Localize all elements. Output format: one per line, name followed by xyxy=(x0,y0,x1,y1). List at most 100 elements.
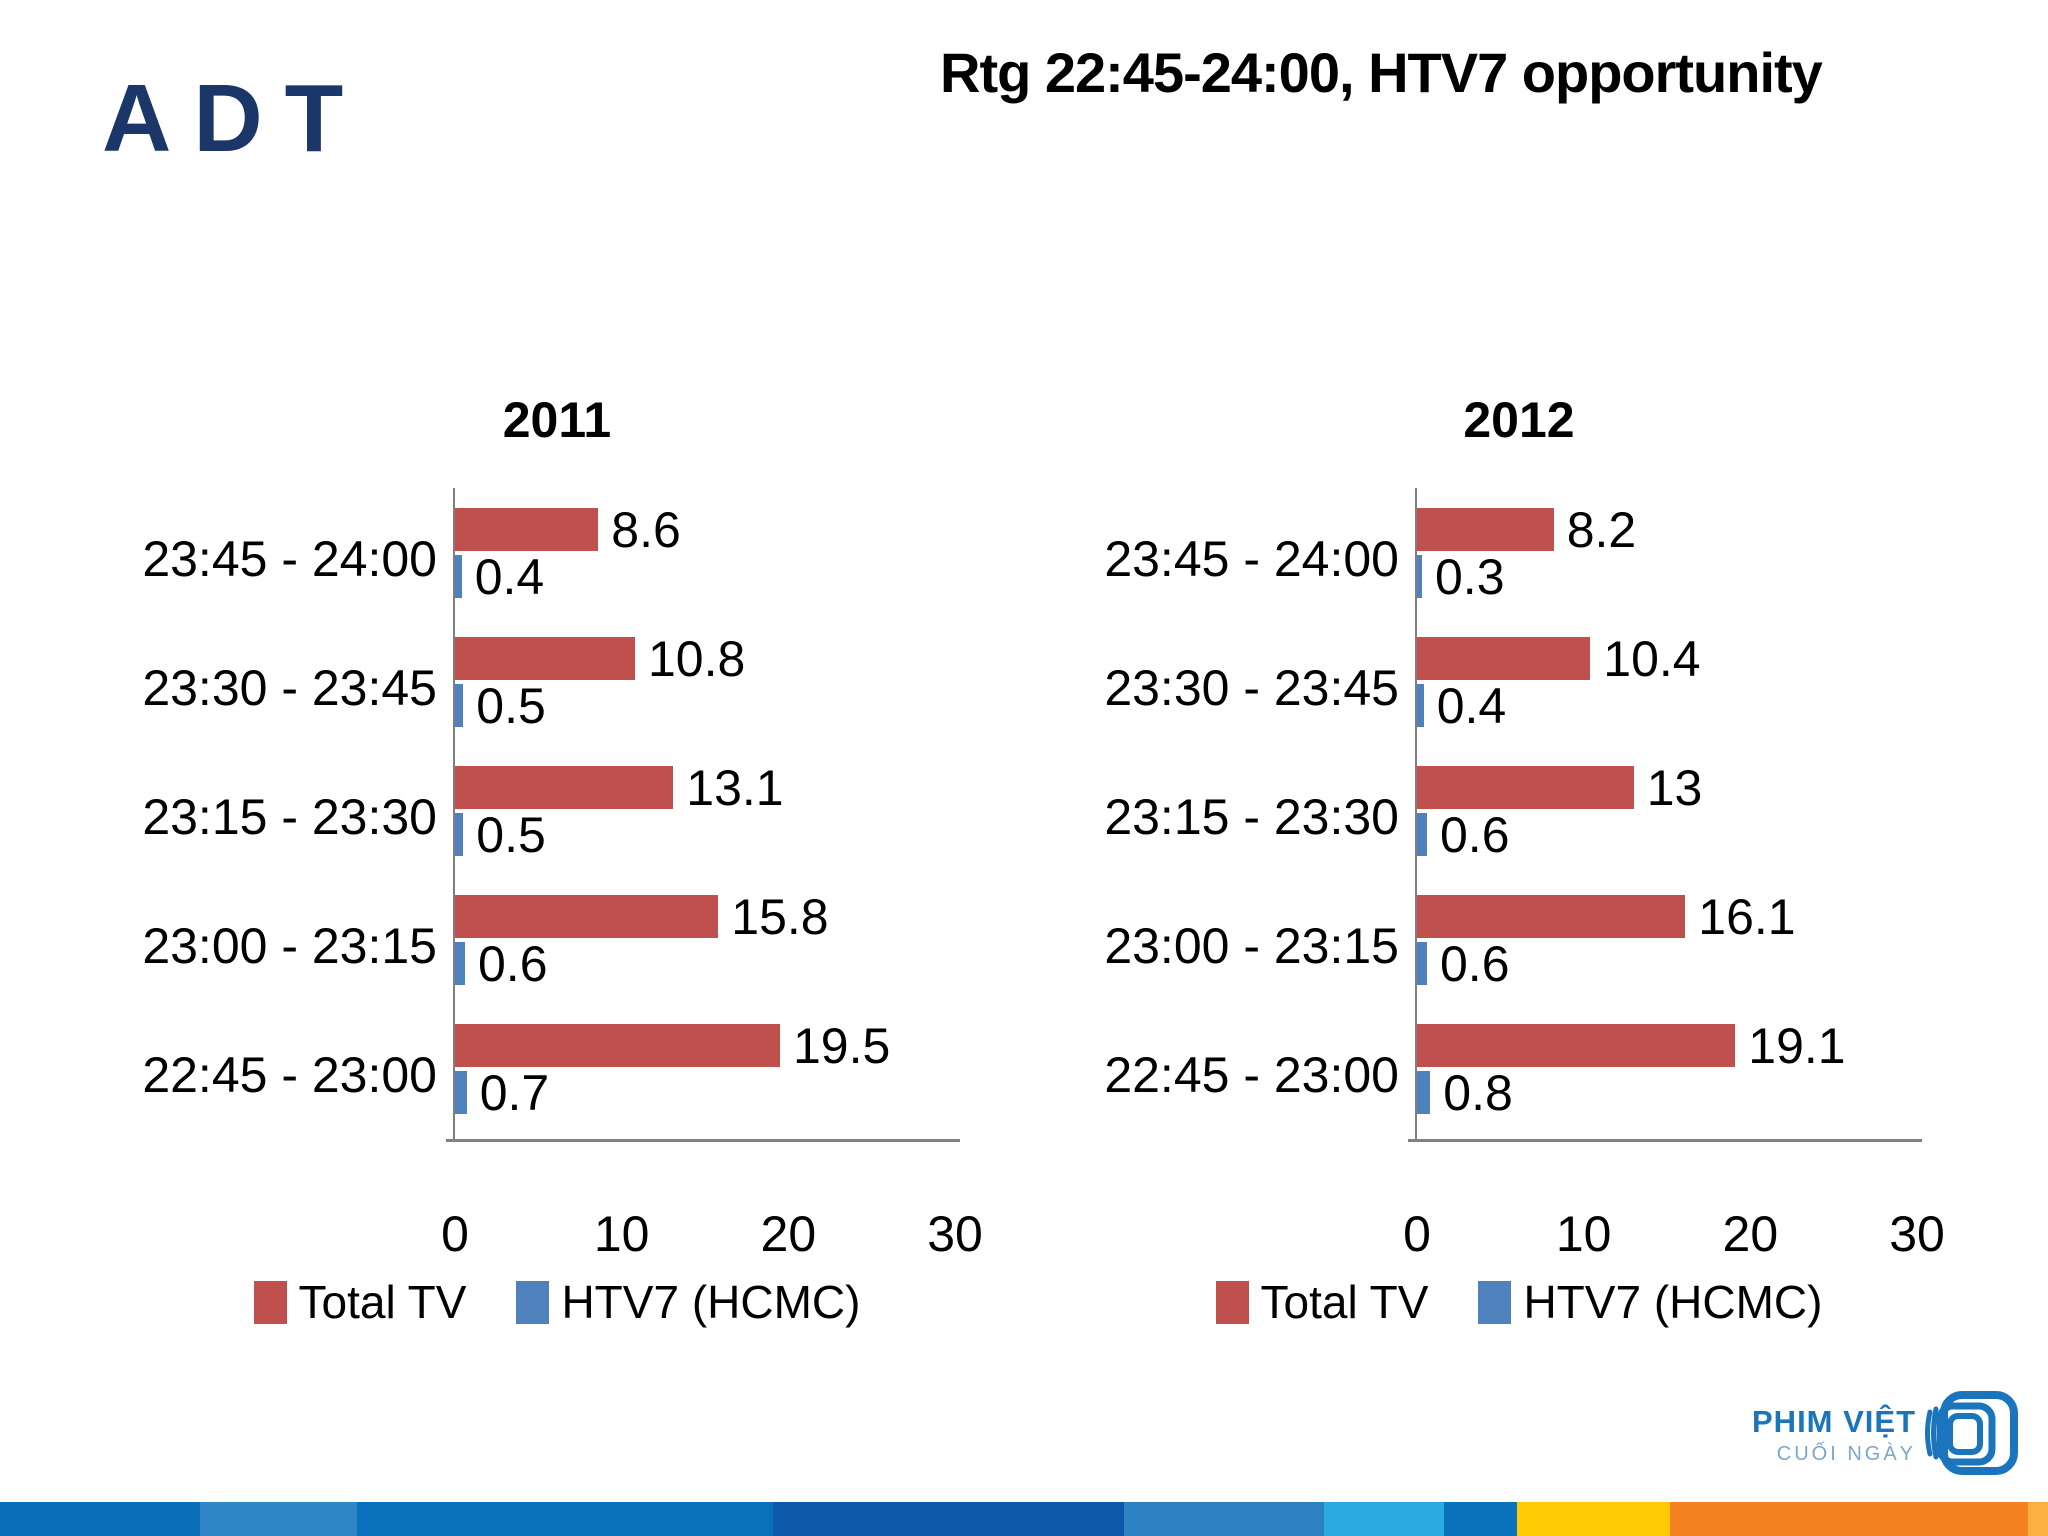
chart-plot-area: 23:45 - 24:00 23:30 - 23:45 23:15 - 23:30 2… xyxy=(1102,488,1936,1142)
page-title: Rtg 22:45-24:00, HTV7 opportunity xyxy=(940,41,1823,104)
bar-line: 0.4 xyxy=(455,552,955,602)
bar-line: 8.2 xyxy=(1417,505,1917,555)
data-label: 19.5 xyxy=(793,1017,891,1074)
x-tick: 30 xyxy=(1889,1206,1945,1262)
legend-label: Total TV xyxy=(298,1276,467,1328)
bar-total-tv xyxy=(1417,895,1686,938)
bar-line: 10.8 xyxy=(455,634,955,684)
data-label: 0.7 xyxy=(479,1064,550,1121)
bar-row: 8.6 0.4 xyxy=(455,494,955,623)
data-label: 15.8 xyxy=(731,888,829,945)
x-axis-ticks: 0 10 20 30 xyxy=(1403,1139,1945,1262)
bar-line: 0.5 xyxy=(455,681,955,731)
y-axis-line xyxy=(1415,488,1417,1141)
bar-line: 0.4 xyxy=(1417,681,1917,731)
legend-item: Total TV xyxy=(253,1275,467,1329)
data-label: 0.6 xyxy=(478,935,548,992)
x-tick: 0 xyxy=(1403,1206,1431,1262)
bar-row: 10.8 0.5 xyxy=(455,623,955,752)
bar-htv7 xyxy=(455,813,464,856)
data-label: 0.5 xyxy=(476,806,546,863)
bar-total-tv xyxy=(1417,508,1554,551)
bar-row: 13 0.6 xyxy=(1417,752,1917,881)
bar-line: 0.3 xyxy=(1417,552,1917,602)
stripe-segment xyxy=(0,1502,200,1536)
stripe-segment xyxy=(773,1502,1124,1536)
x-tick: 20 xyxy=(760,1206,817,1262)
legend-label: HTV7 (HCMC) xyxy=(561,1276,861,1328)
data-label: 10.4 xyxy=(1603,630,1701,687)
legend: Total TV HTV7 (HCMC) xyxy=(1102,1275,1936,1329)
bar-row: 13.1 0.5 xyxy=(455,752,955,881)
phim-viet-brand: PHIM VIỆT CUỐI NGÀY xyxy=(1752,1390,2019,1476)
footer-color-stripe xyxy=(0,1502,2048,1536)
legend-label: Total TV xyxy=(1260,1276,1429,1328)
category-label: 23:00 - 23:15 xyxy=(1104,917,1399,974)
bar-line: 13.1 xyxy=(455,763,955,813)
tv-icon xyxy=(1925,1391,2019,1475)
bar-line: 0.6 xyxy=(1417,939,1917,989)
bar-total-tv xyxy=(455,637,635,680)
bar-htv7 xyxy=(455,684,464,727)
plot: 8.6 0.4 10.8 0.5 13.1 0.5 15.8 0.6 19.5 0.7 xyxy=(446,488,960,1142)
bar-row: 16.1 0.6 xyxy=(1417,881,1917,1010)
bar-line: 19.1 xyxy=(1417,1021,1917,1071)
legend-swatch xyxy=(516,1280,550,1324)
x-axis-ticks: 0 10 20 30 xyxy=(441,1139,983,1262)
category-label: 22:45 - 23:00 xyxy=(142,1046,437,1103)
bar-line: 0.5 xyxy=(455,810,955,860)
chart-2012: 2012 23:45 - 24:00 23:30 - 23:45 23:15 - 23… xyxy=(1102,388,1945,1329)
bar-total-tv xyxy=(455,1024,780,1067)
data-label: 0.4 xyxy=(1436,677,1507,734)
legend: Total TV HTV7 (HCMC) xyxy=(140,1275,974,1329)
bar-row: 19.5 0.7 xyxy=(455,1010,955,1139)
bar-total-tv xyxy=(455,766,674,809)
data-label: 0.6 xyxy=(1440,806,1510,863)
data-label: 0.8 xyxy=(1443,1064,1513,1121)
stripe-segment xyxy=(1124,1502,1324,1536)
category-axis: 23:45 - 24:00 23:30 - 23:45 23:15 - 23:30 2… xyxy=(140,494,437,1139)
stripe-segment xyxy=(200,1502,357,1536)
bar-row: 8.2 0.3 xyxy=(1417,494,1917,623)
legend-label: HTV7 (HCMC) xyxy=(1523,1276,1823,1328)
bar-total-tv xyxy=(1417,1024,1736,1067)
bar-line: 8.6 xyxy=(455,505,955,555)
x-axis-line xyxy=(1408,1139,1922,1142)
bar-htv7 xyxy=(1417,555,1422,598)
bar-total-tv xyxy=(1417,637,1591,680)
x-axis-line xyxy=(446,1139,960,1142)
legend-swatch xyxy=(253,1280,287,1324)
bar-line: 0.6 xyxy=(455,939,955,989)
brand-name: PHIM VIỆT xyxy=(1752,1404,1917,1439)
legend-item: Total TV xyxy=(1215,1275,1429,1329)
category-label: 23:15 - 23:30 xyxy=(1104,788,1399,845)
category-label: 23:30 - 23:45 xyxy=(142,659,437,716)
x-tick: 0 xyxy=(441,1206,469,1262)
data-label: 0.4 xyxy=(474,548,545,605)
category-label: 23:15 - 23:30 xyxy=(142,788,437,845)
chart-title: 2012 xyxy=(1463,392,1575,448)
data-label: 13 xyxy=(1646,759,1703,816)
x-tick: 10 xyxy=(593,1206,650,1262)
bar-line: 15.8 xyxy=(455,892,955,942)
data-label: 0.3 xyxy=(1435,548,1505,605)
data-label: 13.1 xyxy=(686,759,784,816)
bar-htv7 xyxy=(1417,1071,1431,1114)
bar-htv7 xyxy=(1417,684,1424,727)
brand-tagline: CUỐI NGÀY xyxy=(1776,1443,1917,1465)
bar-total-tv xyxy=(455,895,719,938)
bar-htv7 xyxy=(1417,942,1427,985)
stripe-segment xyxy=(1517,1502,1670,1536)
category-label: 23:45 - 24:00 xyxy=(1104,530,1399,587)
legend-item: HTV7 (HCMC) xyxy=(1478,1275,1822,1329)
category-label: 23:45 - 24:00 xyxy=(142,530,437,587)
data-label: 8.6 xyxy=(611,501,681,558)
bar-total-tv xyxy=(1417,766,1634,809)
bar-line: 16.1 xyxy=(1417,892,1917,942)
bar-line: 0.6 xyxy=(1417,810,1917,860)
legend-item: HTV7 (HCMC) xyxy=(516,1275,860,1329)
bar-line: 0.7 xyxy=(455,1068,955,1118)
bar-line: 10.4 xyxy=(1417,634,1917,684)
bar-htv7 xyxy=(455,555,462,598)
